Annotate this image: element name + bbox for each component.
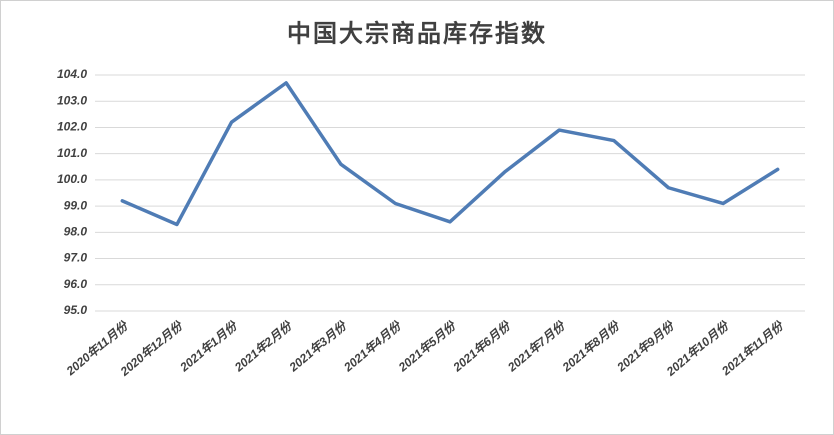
y-tick-label: 98.0 [64, 225, 88, 239]
y-tick-label: 104.0 [57, 67, 87, 81]
y-tick-label: 95.0 [64, 303, 88, 317]
y-tick-label: 101.0 [57, 146, 87, 160]
y-tick-label: 96.0 [64, 277, 88, 291]
y-tick-label: 102.0 [57, 120, 87, 134]
chart-title: 中国大宗商品库存指数 [287, 19, 547, 47]
y-tick-label: 97.0 [64, 251, 88, 265]
y-tick-label: 103.0 [57, 93, 87, 107]
y-tick-label: 99.0 [64, 198, 88, 212]
y-tick-label: 100.0 [57, 172, 87, 186]
line-series [120, 81, 780, 227]
